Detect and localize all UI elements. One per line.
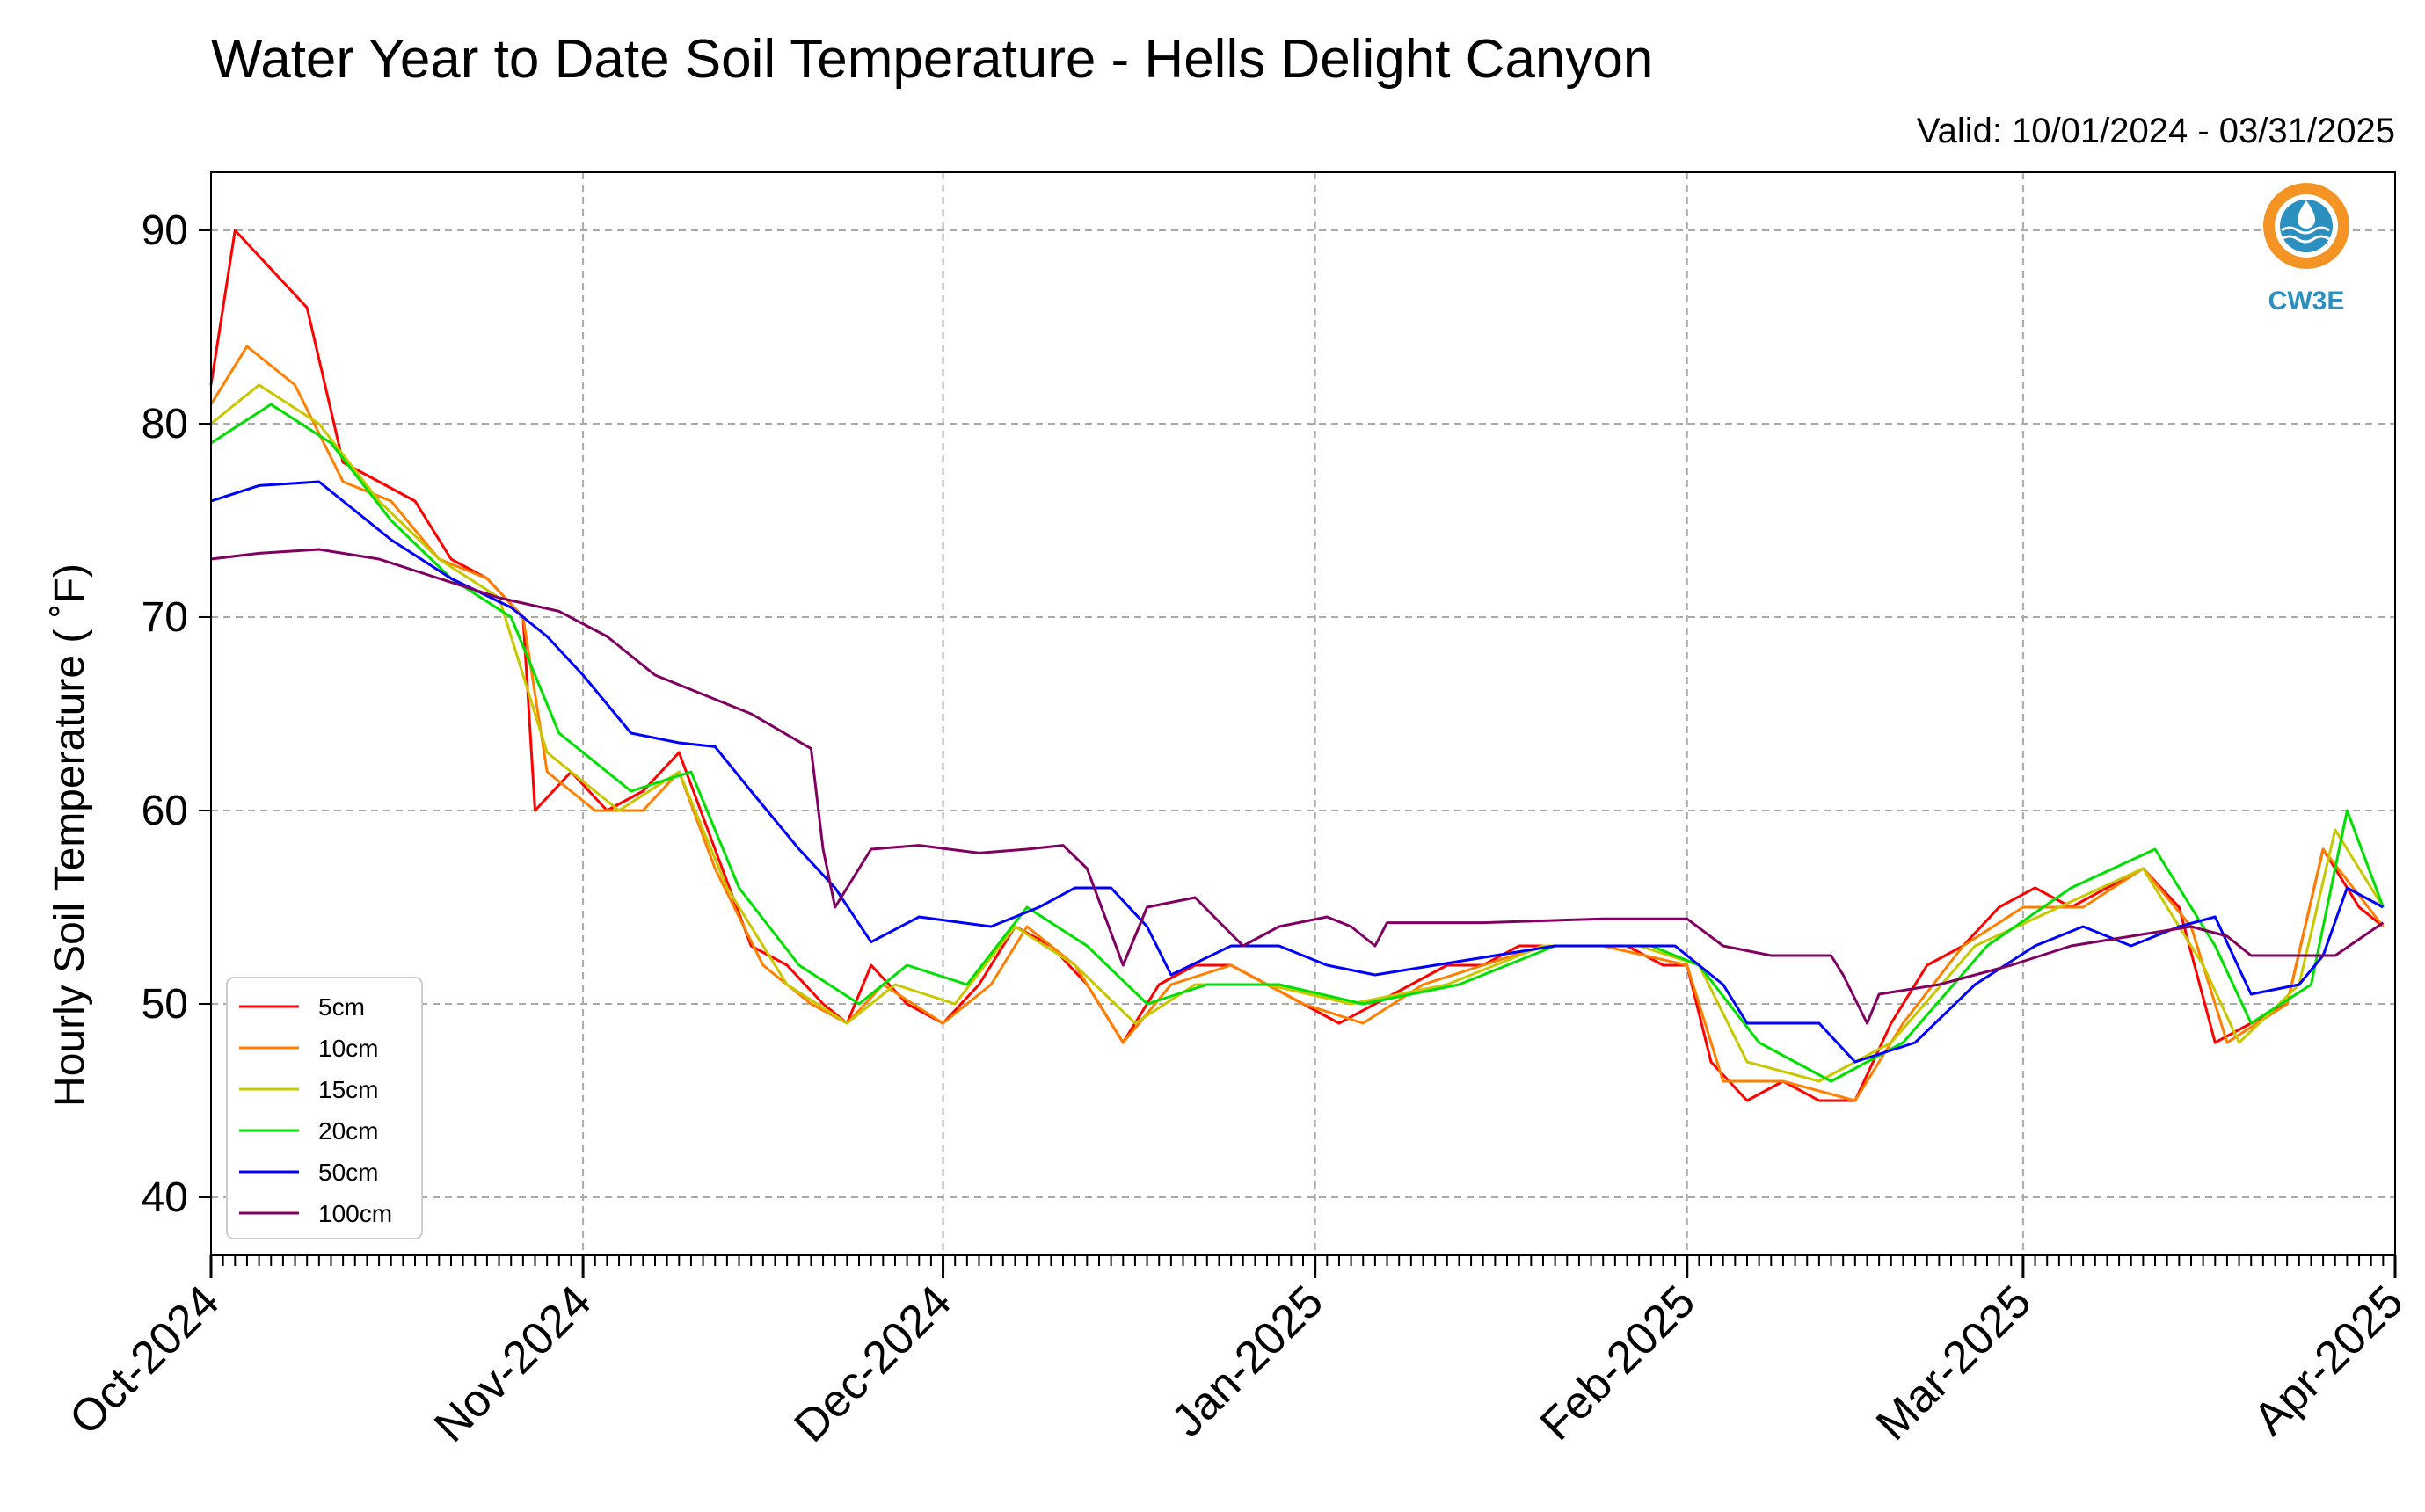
y-axis-label: Hourly Soil Temperature ( ˚F)	[47, 563, 93, 1107]
legend-label: 50cm	[318, 1159, 378, 1186]
y-ticks: 40 50 60 70 80 90	[142, 207, 211, 1221]
legend-box	[226, 977, 423, 1239]
legend: 5cm 10cm 15cm 20cm 50cm 100cm	[226, 977, 423, 1239]
series-line-5cm	[209, 229, 2385, 1102]
y-tick-label: 70	[142, 594, 188, 641]
y-tick-label: 40	[142, 1174, 188, 1221]
series-line-100cm	[210, 548, 2385, 1025]
logo-drop-icon	[2298, 200, 2315, 229]
chart-title: Water Year to Date Soil Temperature - He…	[211, 29, 1653, 90]
x-ticks: Oct-2024 Nov-2024 Dec-2024 Jan-2025 Feb-2025…	[60, 1255, 2413, 1452]
series-line-20cm	[210, 403, 2385, 1083]
x-tick-label: Dec-2024	[785, 1276, 961, 1451]
y-tick-label: 90	[142, 207, 188, 254]
cw3e-logo: CW3E	[2263, 183, 2349, 316]
y-tick-label: 60	[142, 788, 188, 834]
legend-label: 15cm	[318, 1076, 378, 1103]
legend-label: 20cm	[318, 1117, 378, 1145]
logo-wave-icon	[2281, 226, 2330, 244]
chart-subtitle: Valid: 10/01/2024 - 03/31/2025	[1917, 112, 2395, 150]
legend-label: 5cm	[318, 993, 365, 1021]
x-tick-label: Oct-2024	[60, 1276, 229, 1444]
x-tick-label: Jan-2025	[1162, 1276, 1333, 1446]
y-tick-label: 50	[142, 981, 188, 1028]
series-line-50cm	[210, 480, 2385, 1064]
series-line-15cm	[210, 383, 2385, 1083]
minor-ticks	[210, 1255, 2396, 1266]
series-lines	[209, 229, 2385, 1102]
grid-lines	[211, 172, 2395, 1255]
legend-label: 100cm	[318, 1200, 392, 1227]
x-tick-label: Mar-2025	[1867, 1276, 2041, 1450]
x-tick-label: Apr-2025	[2244, 1276, 2413, 1444]
legend-label: 10cm	[318, 1035, 378, 1062]
x-tick-label: Feb-2025	[1531, 1276, 1705, 1450]
y-tick-label: 80	[142, 401, 188, 447]
x-tick-label: Nov-2024	[425, 1276, 601, 1451]
logo-text: CW3E	[2268, 287, 2345, 316]
series-line-10cm	[209, 345, 2385, 1102]
